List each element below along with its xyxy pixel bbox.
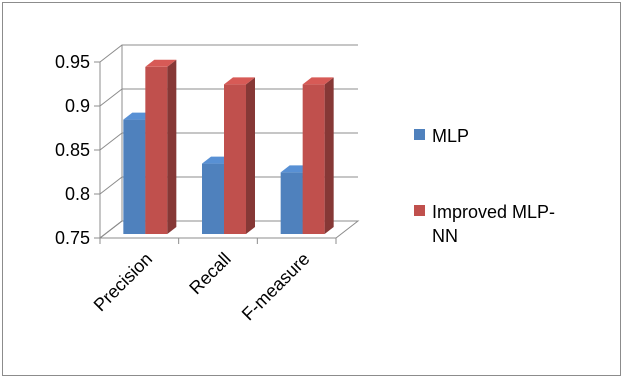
y-axis-ticks: 0.75 0.8 0.85 0.9 0.95 (55, 52, 100, 248)
y-tick-label: 0.8 (65, 184, 90, 204)
legend-label: NN (432, 226, 458, 246)
category-label: Precision (90, 249, 156, 315)
legend-label: MLP (432, 126, 469, 146)
gridlines (99, 44, 358, 239)
y-tick-label: 0.85 (55, 140, 90, 160)
bar-f-measure-improved-mlp-nn (302, 77, 334, 235)
legend-swatch (414, 205, 425, 216)
gridline (99, 44, 358, 63)
gridline (99, 88, 358, 107)
legend-swatch (414, 129, 425, 140)
legend-label: Improved MLP- (432, 202, 555, 222)
gridline (99, 220, 358, 239)
y-tick-label: 0.75 (55, 228, 90, 248)
legend-item: Improved MLP- NN (414, 202, 555, 246)
category-label: F-measure (238, 249, 314, 325)
bar-recall-improved-mlp-nn (224, 77, 255, 235)
category-label: Recall (185, 249, 235, 299)
legend-item: MLP (414, 126, 469, 146)
y-tick-label: 0.95 (55, 52, 90, 72)
bars (123, 59, 334, 235)
legend: MLP Improved MLP- NN (414, 126, 555, 246)
y-tick-label: 0.9 (65, 96, 90, 116)
gridline (99, 176, 358, 195)
x-axis-categories: Precision Recall F-measure (90, 249, 314, 325)
gridline (99, 132, 358, 151)
bar-precision-improved-mlp-nn (145, 59, 177, 234)
